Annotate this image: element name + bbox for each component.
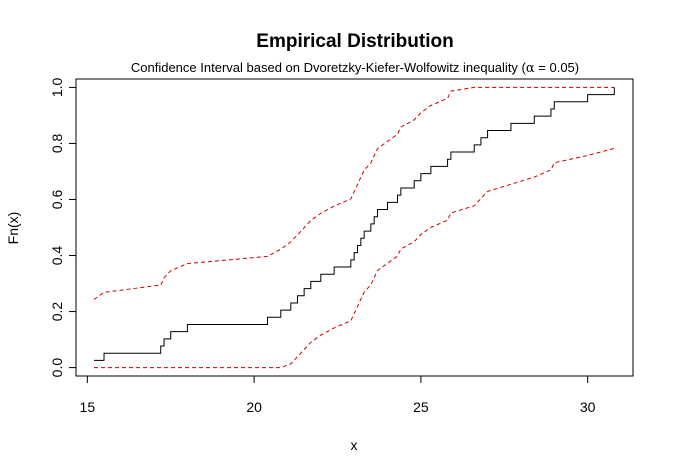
y-axis: 0.0 0.2 0.4 0.6 0.8 1.0 [49, 77, 77, 378]
x-axis: 15 20 25 30 [80, 375, 596, 415]
x-tick-label: 30 [580, 399, 596, 415]
x-tick-label: 15 [80, 399, 96, 415]
chart-title: Empirical Distribution [256, 31, 453, 52]
subtitle-prefix: Confidence Interval based on Dvoretzky-K… [131, 60, 527, 75]
x-tick-label: 20 [246, 399, 262, 415]
upper-band-line [93, 86, 615, 300]
x-tick-label: 25 [413, 399, 429, 415]
y-tick-label: 0.4 [49, 246, 65, 266]
chart-subtitle: Confidence Interval based on Dvoretzky-K… [131, 60, 579, 76]
x-axis-label: x [351, 437, 358, 453]
subtitle-suffix: = 0.05) [535, 60, 579, 75]
subtitle-alpha: α [526, 61, 535, 76]
plot-frame [75, 78, 634, 377]
y-tick-label: 1.0 [49, 77, 65, 97]
y-axis-label: Fn(x) [5, 212, 21, 245]
y-tick-label: 0.8 [49, 134, 65, 154]
y-tick-label: 0.2 [49, 302, 65, 322]
plot-series [93, 86, 615, 369]
lower-band-line [94, 147, 615, 369]
ecdf-line [94, 87, 615, 361]
y-tick-label: 0.0 [49, 358, 65, 378]
y-tick-label: 0.6 [49, 190, 65, 210]
